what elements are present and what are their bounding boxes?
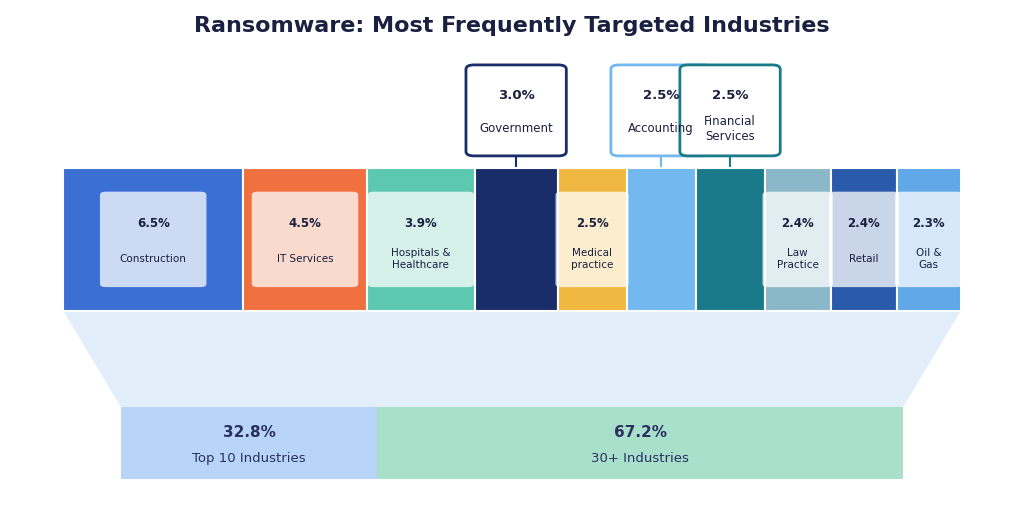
Text: Retail: Retail: [849, 254, 879, 264]
Text: 2.3%: 2.3%: [912, 217, 945, 230]
FancyBboxPatch shape: [378, 407, 903, 479]
Text: 32.8%: 32.8%: [222, 425, 275, 439]
FancyBboxPatch shape: [121, 407, 378, 479]
Text: Government: Government: [479, 122, 553, 135]
FancyBboxPatch shape: [897, 168, 961, 311]
Text: Construction: Construction: [120, 254, 186, 264]
FancyBboxPatch shape: [627, 168, 695, 311]
FancyBboxPatch shape: [680, 65, 780, 156]
Text: Financial
Services: Financial Services: [705, 114, 756, 143]
Text: Oil &
Gas: Oil & Gas: [915, 248, 942, 270]
FancyBboxPatch shape: [895, 192, 963, 287]
FancyBboxPatch shape: [100, 192, 207, 287]
FancyBboxPatch shape: [466, 65, 566, 156]
Text: Medical
practice: Medical practice: [570, 248, 613, 270]
Text: 2.5%: 2.5%: [575, 217, 608, 230]
Text: 2.4%: 2.4%: [848, 217, 881, 230]
Text: Law
Practice: Law Practice: [777, 248, 818, 270]
Text: 2.4%: 2.4%: [781, 217, 814, 230]
FancyBboxPatch shape: [830, 168, 897, 311]
Text: 2.5%: 2.5%: [712, 89, 749, 102]
FancyBboxPatch shape: [243, 168, 367, 311]
Text: 67.2%: 67.2%: [613, 425, 667, 439]
FancyBboxPatch shape: [367, 168, 475, 311]
FancyBboxPatch shape: [475, 168, 557, 311]
Text: 2.5%: 2.5%: [643, 89, 679, 102]
Text: 3.9%: 3.9%: [404, 217, 437, 230]
FancyBboxPatch shape: [695, 168, 765, 311]
Text: Hospitals &
Healthcare: Hospitals & Healthcare: [391, 248, 451, 270]
FancyBboxPatch shape: [368, 192, 474, 287]
Text: 4.5%: 4.5%: [289, 217, 322, 230]
FancyBboxPatch shape: [765, 168, 830, 311]
Text: 6.5%: 6.5%: [137, 217, 170, 230]
Text: Top 10 Industries: Top 10 Industries: [193, 452, 306, 465]
Text: 30+ Industries: 30+ Industries: [592, 452, 689, 465]
FancyBboxPatch shape: [557, 168, 627, 311]
Text: Ransomware: Most Frequently Targeted Industries: Ransomware: Most Frequently Targeted Ind…: [195, 16, 829, 36]
FancyBboxPatch shape: [555, 192, 629, 287]
FancyBboxPatch shape: [828, 192, 899, 287]
Polygon shape: [63, 311, 961, 407]
Text: 3.0%: 3.0%: [498, 89, 535, 102]
FancyBboxPatch shape: [611, 65, 712, 156]
Text: Accounting: Accounting: [628, 122, 694, 135]
FancyBboxPatch shape: [763, 192, 833, 287]
FancyBboxPatch shape: [252, 192, 358, 287]
FancyBboxPatch shape: [63, 168, 243, 311]
Text: IT Services: IT Services: [276, 254, 333, 264]
